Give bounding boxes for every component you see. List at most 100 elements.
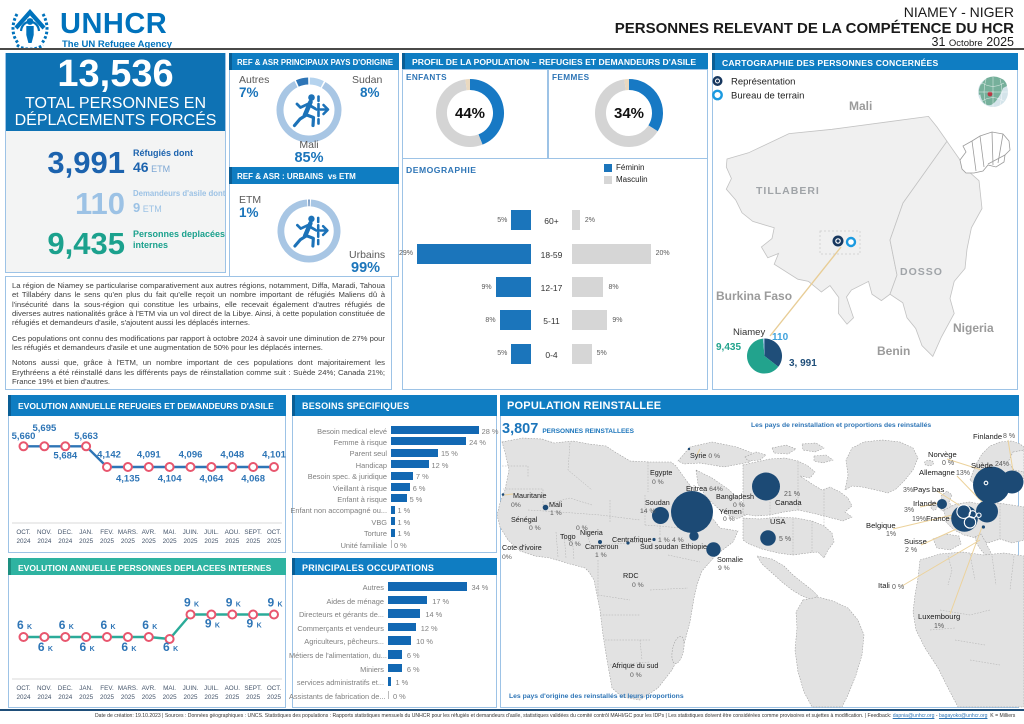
svg-text:4,142: 4,142	[97, 450, 121, 461]
svg-text:2025: 2025	[142, 538, 157, 545]
svg-text:Sénégal: Sénégal	[511, 515, 538, 524]
svg-text:4,135: 4,135	[116, 474, 140, 485]
svg-text:2025: 2025	[121, 694, 136, 701]
svg-text:2025: 2025	[100, 538, 115, 545]
svg-text:6 K: 6 K	[142, 618, 157, 632]
svg-text:13%: 13%	[956, 470, 970, 477]
svg-text:Yémen: Yémen	[719, 507, 742, 516]
svg-text:JUIN.: JUIN.	[183, 685, 199, 692]
svg-text:0%: 0%	[511, 502, 521, 509]
svg-text:Luxembourg: Luxembourg	[918, 612, 960, 621]
svg-text:0%: 0%	[502, 554, 512, 561]
svg-text:2025: 2025	[79, 538, 94, 545]
svg-text:9 K: 9 K	[184, 596, 199, 610]
svg-text:Nigeria: Nigeria	[580, 528, 603, 537]
svg-text:6 K: 6 K	[38, 640, 53, 654]
svg-text:AOU.: AOU.	[225, 529, 241, 536]
svg-text:0 %: 0 %	[942, 460, 954, 467]
svg-text:Soudan: Soudan	[645, 498, 670, 507]
svg-text:9 K: 9 K	[226, 596, 241, 610]
svg-text:0 %: 0 %	[576, 525, 588, 532]
svg-text:JUIL.: JUIL.	[204, 529, 219, 536]
svg-text:Suède: Suède	[971, 461, 993, 470]
svg-text:JUIN.: JUIN.	[183, 529, 199, 536]
svg-text:4 %: 4 %	[672, 537, 684, 544]
svg-text:5 %: 5 %	[779, 536, 791, 543]
svg-text:Sud soudan: Sud soudan	[640, 542, 678, 551]
svg-text:OCT.: OCT.	[16, 685, 31, 692]
svg-text:Bangladesh: Bangladesh	[716, 492, 754, 501]
svg-text:NOV.: NOV.	[37, 529, 52, 536]
svg-text:3%: 3%	[904, 507, 914, 514]
svg-text:SEPT.: SEPT.	[244, 529, 262, 536]
svg-text:DEC.: DEC.	[58, 685, 73, 692]
svg-text:0 %: 0 %	[892, 584, 904, 591]
svg-text:Burkina Faso: Burkina Faso	[716, 289, 792, 303]
svg-text:2025: 2025	[100, 694, 115, 701]
svg-text:6 K: 6 K	[121, 640, 136, 654]
svg-text:Mali: Mali	[549, 500, 563, 509]
svg-text:JAN.: JAN.	[79, 685, 93, 692]
svg-text:9,435: 9,435	[716, 342, 741, 353]
svg-text:FEV.: FEV.	[100, 685, 114, 692]
svg-text:DOSSO: DOSSO	[900, 266, 943, 278]
svg-text:3%: 3%	[903, 487, 913, 494]
svg-text:9 K: 9 K	[247, 617, 262, 631]
svg-text:0 %: 0 %	[652, 479, 664, 486]
svg-text:1 %: 1 %	[658, 537, 670, 544]
svg-text:2025: 2025	[121, 538, 136, 545]
svg-text:2025: 2025	[183, 538, 198, 545]
svg-text:AOU.: AOU.	[225, 685, 241, 692]
svg-text:Irlande: Irlande	[913, 499, 936, 508]
svg-text:Mauritanie: Mauritanie	[513, 491, 547, 500]
svg-text:110: 110	[772, 332, 789, 343]
svg-text:9 K: 9 K	[205, 617, 220, 631]
svg-text:0 %: 0 %	[529, 525, 541, 532]
svg-text:0 %: 0 %	[632, 582, 644, 589]
svg-text:2025: 2025	[246, 538, 261, 545]
svg-text:1 %: 1 %	[595, 552, 607, 559]
svg-text:4,064: 4,064	[200, 474, 224, 485]
svg-text:2024: 2024	[16, 538, 31, 545]
svg-text:OCT.: OCT.	[267, 529, 282, 536]
svg-text:MARS.: MARS.	[118, 529, 138, 536]
svg-text:5,695: 5,695	[33, 423, 57, 434]
svg-text:2025: 2025	[267, 538, 282, 545]
svg-text:NOV.: NOV.	[37, 685, 52, 692]
svg-text:AVR.: AVR.	[142, 685, 156, 692]
svg-text:1%: 1%	[886, 531, 896, 538]
svg-text:2025: 2025	[163, 538, 178, 545]
svg-text:Cote d'ivoire: Cote d'ivoire	[502, 543, 542, 552]
svg-text:Norvège: Norvège	[928, 450, 957, 459]
svg-text:SEPT.: SEPT.	[244, 685, 262, 692]
svg-text:0 %: 0 %	[723, 516, 735, 523]
svg-text:RDC: RDC	[623, 571, 639, 580]
svg-text:4,104: 4,104	[158, 474, 182, 485]
svg-text:Benin: Benin	[877, 344, 910, 358]
svg-text:Afrique du sud: Afrique du sud	[612, 661, 658, 670]
svg-text:2024: 2024	[58, 694, 73, 701]
svg-text:Eritrea 64%: Eritrea 64%	[686, 484, 723, 493]
svg-text:Bureau de terrain: Bureau de terrain	[731, 91, 804, 102]
svg-text:21 %: 21 %	[784, 491, 800, 498]
svg-text:OCT.: OCT.	[16, 529, 31, 536]
svg-text:TILLABERI: TILLABERI	[756, 185, 820, 197]
svg-text:3, 991: 3, 991	[789, 358, 817, 369]
svg-text:6 K: 6 K	[59, 618, 74, 632]
svg-text:1 %: 1 %	[550, 510, 562, 517]
svg-text:Pays bas: Pays bas	[913, 485, 944, 494]
svg-text:Niamey: Niamey	[733, 327, 765, 338]
svg-text:2025: 2025	[246, 694, 261, 701]
svg-text:4,096: 4,096	[179, 450, 203, 461]
svg-text:6 K: 6 K	[80, 640, 95, 654]
svg-text:MAI.: MAI.	[163, 529, 176, 536]
svg-text:5,663: 5,663	[74, 431, 98, 442]
svg-text:MARS.: MARS.	[118, 685, 138, 692]
svg-text:4,068: 4,068	[241, 474, 265, 485]
svg-text:USA: USA	[770, 517, 787, 526]
svg-text:JUIL.: JUIL.	[204, 685, 219, 692]
svg-text:Egypte: Egypte	[650, 468, 672, 477]
svg-text:JAN.: JAN.	[79, 529, 93, 536]
svg-text:FEV.: FEV.	[100, 529, 114, 536]
svg-text:Nigeria: Nigeria	[953, 321, 994, 335]
